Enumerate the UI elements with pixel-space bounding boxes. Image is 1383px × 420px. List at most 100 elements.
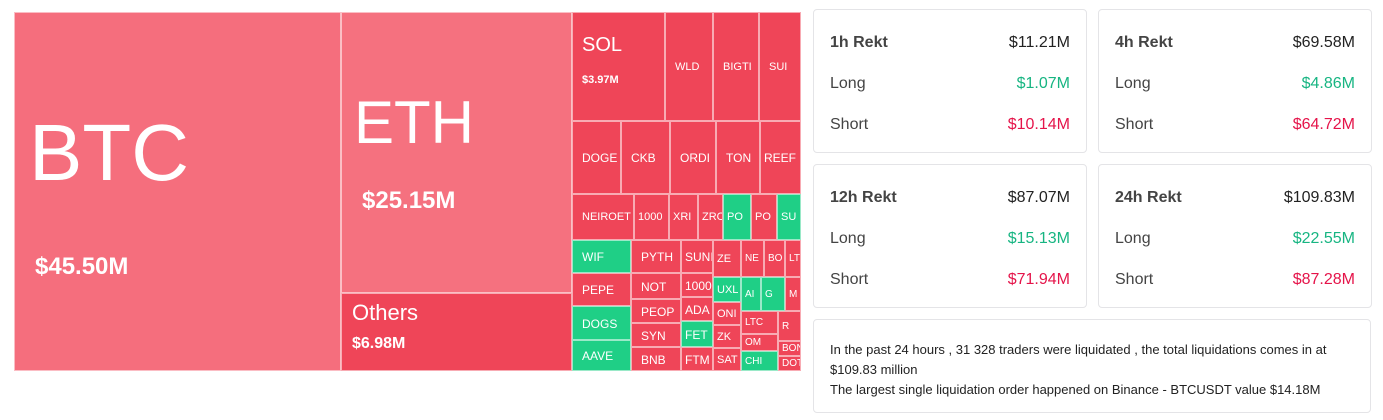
tile-label: SUNI xyxy=(685,250,713,264)
card-label: Long xyxy=(830,75,866,92)
treemap-tile: CHI xyxy=(741,351,778,371)
tile-label: BON xyxy=(782,343,800,354)
stat-card: 4h Rekt $69.58M Long $4.86M Short $64.72M xyxy=(1098,9,1372,153)
tile-label: BTC xyxy=(29,108,189,197)
stat-card: 1h Rekt $11.21M Long $1.07M Short $10.14M xyxy=(813,9,1087,153)
tile-label: LT xyxy=(789,253,800,264)
tile-label: PO xyxy=(755,211,771,223)
tile-label: DOGS xyxy=(582,316,618,331)
tile-label: ADA xyxy=(685,302,710,317)
tile-label: SUI xyxy=(769,60,788,73)
card-label: Short xyxy=(830,271,869,288)
treemap-tile: BO xyxy=(764,240,785,277)
treemap-tile: DOT xyxy=(778,356,801,371)
card-row: Short $10.14M xyxy=(830,116,1070,134)
tile-label: PO xyxy=(727,211,743,223)
tile-label: BNB xyxy=(641,352,666,367)
treemap-tile: NOT xyxy=(631,273,681,299)
tile-label: PEPE xyxy=(582,283,615,297)
treemap-tile: XRI xyxy=(669,194,698,240)
tile-label: NOT xyxy=(641,279,667,294)
card-row: Long $15.13M xyxy=(830,230,1070,248)
treemap-tile: WLD xyxy=(665,12,713,121)
treemap-tile: UXL xyxy=(713,277,741,302)
stat-card: 24h Rekt $109.83M Long $22.55M Short $87.28M xyxy=(1098,164,1372,308)
tile-label: R xyxy=(782,320,790,332)
treemap-tile: FET xyxy=(681,321,713,347)
treemap-tile: ZRO xyxy=(698,194,723,240)
treemap-tile: R xyxy=(778,311,801,341)
tile-label: PEOP xyxy=(641,304,675,319)
card-label: 24h Rekt xyxy=(1115,189,1182,206)
treemap-tile: SAT xyxy=(713,348,741,371)
treemap-tile: REEF xyxy=(760,121,801,194)
treemap-tile: G xyxy=(761,277,785,311)
treemap-tile: BON xyxy=(778,341,801,356)
card-row: 12h Rekt $87.07M xyxy=(830,189,1070,207)
treemap-tile: ETH $25.15M xyxy=(341,12,572,293)
card-row: 1h Rekt $11.21M xyxy=(830,34,1070,52)
treemap-tile: DOGS xyxy=(572,306,631,340)
card-row: Short $64.72M xyxy=(1115,116,1355,134)
tile-label: UXL xyxy=(717,283,739,296)
tile-label: 1000 xyxy=(638,211,663,223)
card-label: Long xyxy=(1115,230,1151,247)
treemap-tile: Others $6.98M xyxy=(341,293,572,371)
card-row: 4h Rekt $69.58M xyxy=(1115,34,1355,52)
card-row: Long $22.55M xyxy=(1115,230,1355,248)
treemap-tile: LTC xyxy=(741,311,778,334)
tile-label: OM xyxy=(745,337,762,348)
tile-label: ZE xyxy=(717,252,732,265)
tile-value: $45.50M xyxy=(35,253,129,280)
tile-label: TON xyxy=(726,151,752,165)
card-value: $87.07M xyxy=(1007,189,1070,206)
card-label: Long xyxy=(830,230,866,247)
tile-label: XRI xyxy=(673,211,692,223)
treemap-tile: AAVE xyxy=(572,340,631,371)
card-label: 4h Rekt xyxy=(1115,34,1173,51)
stat-card: 12h Rekt $87.07M Long $15.13M Short $71.94M xyxy=(813,164,1087,308)
tile-label: SU xyxy=(781,211,797,223)
tile-label: FTM xyxy=(685,352,710,367)
tile-label: FET xyxy=(685,327,708,342)
summary-line: In the past 24 hours , 31 328 traders we… xyxy=(830,342,1327,377)
treemap-tile: ORDI xyxy=(670,121,716,194)
tile-label: SAT xyxy=(717,353,738,366)
card-row: Short $87.28M xyxy=(1115,271,1355,289)
treemap-tile: SUI xyxy=(759,12,801,121)
treemap-tile: ONI xyxy=(713,302,741,325)
card-row: Long $1.07M xyxy=(830,75,1070,93)
tile-label: AI xyxy=(745,288,755,300)
tile-label: ZRO xyxy=(702,211,723,223)
card-value: $69.58M xyxy=(1292,34,1355,51)
card-value: $4.86M xyxy=(1301,75,1355,92)
treemap-tile: PEPE xyxy=(572,273,631,306)
card-row: 24h Rekt $109.83M xyxy=(1115,189,1355,207)
tile-label: ETH xyxy=(354,89,474,156)
card-row: Long $4.86M xyxy=(1115,75,1355,93)
treemap-tile: 1000 xyxy=(681,273,713,297)
treemap-tile: 1000 xyxy=(634,194,669,240)
treemap-tile: SUNI xyxy=(681,240,713,273)
tile-value: $6.98M xyxy=(352,335,406,352)
card-value: $1.07M xyxy=(1016,75,1070,92)
tile-label: CKB xyxy=(631,151,656,165)
tile-label: WIF xyxy=(582,250,604,264)
treemap-tile: ADA xyxy=(681,297,713,321)
tile-label: M xyxy=(789,288,798,300)
card-value: $11.21M xyxy=(1008,34,1070,51)
card-value: $10.14M xyxy=(1007,116,1070,133)
tile-label: LTC xyxy=(745,317,764,328)
tile-label: 1000 xyxy=(685,278,712,293)
treemap-tile: TON xyxy=(716,121,760,194)
treemap: BTC $45.50M ETH $25.15M Others $6.98M SOL $3.97… xyxy=(14,12,801,371)
treemap-tile: SU xyxy=(777,194,801,240)
tile-value: $25.15M xyxy=(362,187,456,214)
tile-label: BO xyxy=(768,253,783,264)
tile-label: G xyxy=(765,288,773,300)
tile-label: PYTH xyxy=(641,250,674,264)
treemap-tile: SOL $3.97M xyxy=(572,12,665,121)
treemap-tile: SYN xyxy=(631,323,681,347)
summary-line: The largest single liquidation order hap… xyxy=(830,382,1321,397)
tile-label: ORDI xyxy=(680,151,710,165)
